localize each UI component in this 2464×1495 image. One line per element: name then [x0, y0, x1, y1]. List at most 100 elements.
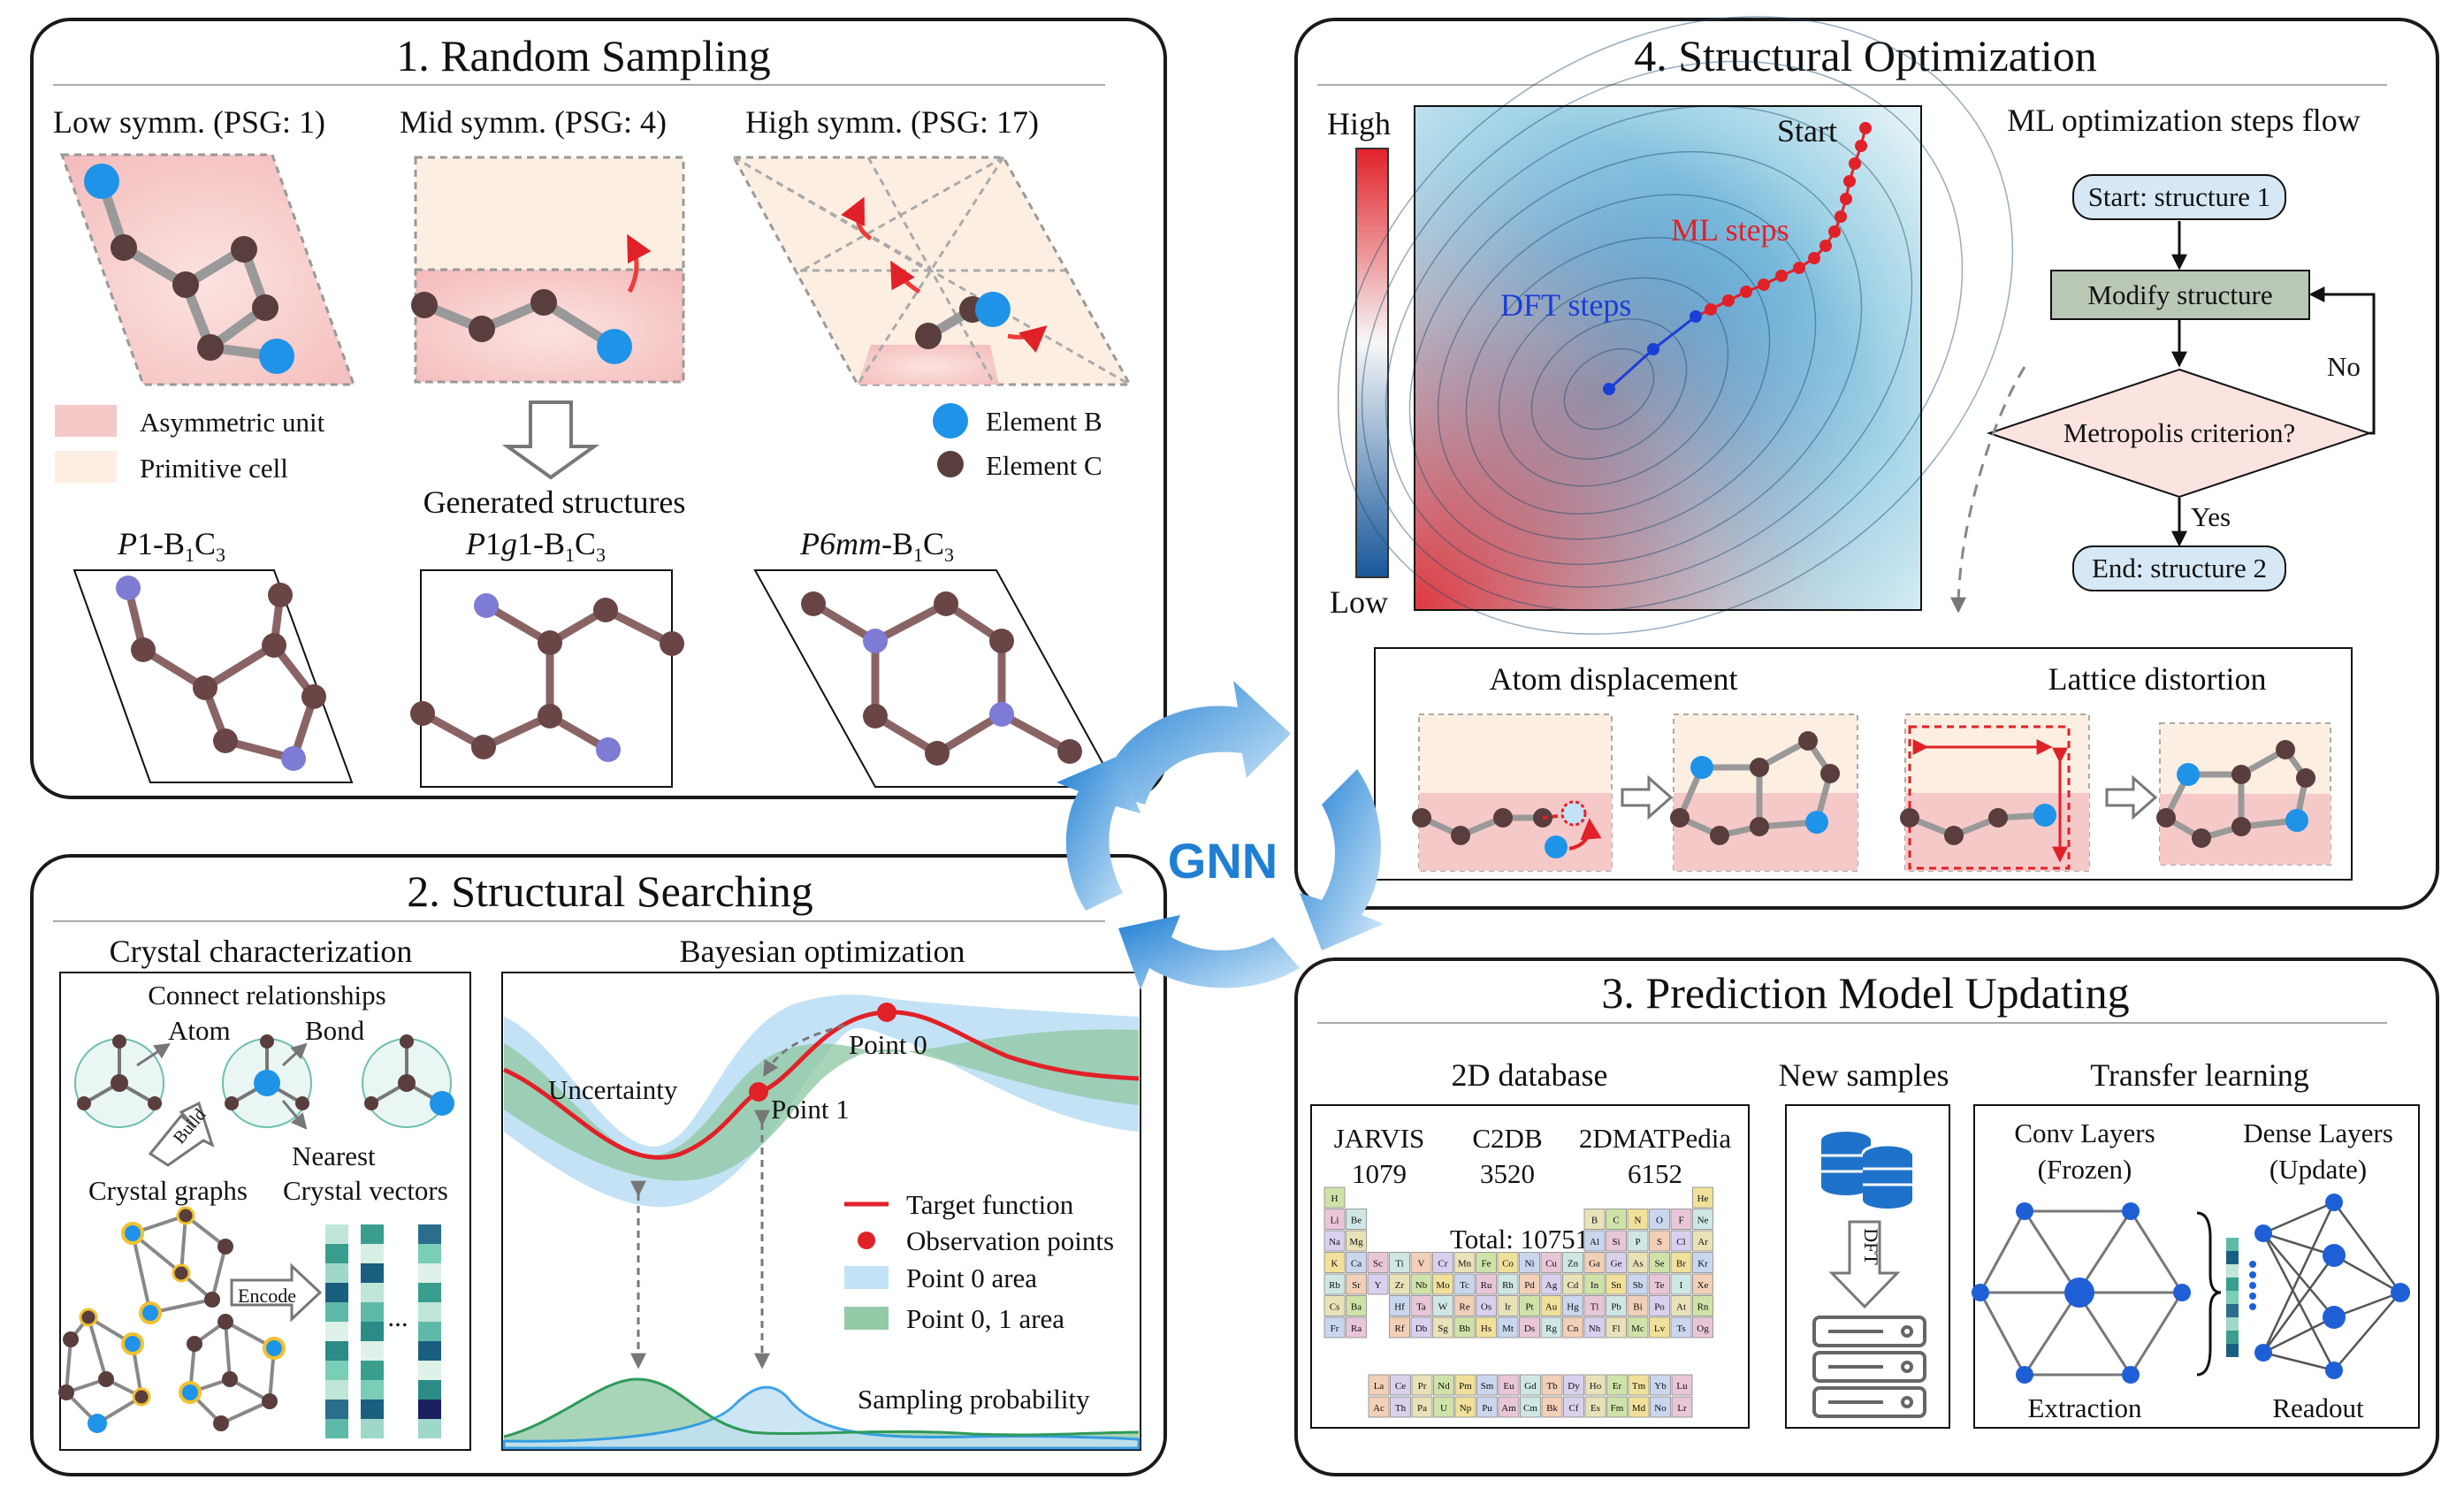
element-symbol: Mc [1631, 1323, 1644, 1334]
element-cell [1390, 1396, 1411, 1418]
element-cell [1476, 1374, 1498, 1396]
element-cell [1583, 1295, 1606, 1316]
element-symbol: Sc [1373, 1259, 1383, 1270]
dft-arrow [1828, 1220, 1901, 1309]
element-symbol: N [1635, 1216, 1642, 1226]
flow-no-label: No [2327, 351, 2361, 382]
element-cell [1692, 1252, 1713, 1273]
new-samples-title: New samples [1779, 1057, 1949, 1093]
element-symbol: Ds [1524, 1323, 1535, 1334]
jarvis-count: 1079 [1352, 1158, 1407, 1189]
element-cell [1650, 1374, 1671, 1396]
element-cell [1324, 1273, 1346, 1295]
element-symbol: Ra [1351, 1323, 1362, 1334]
structure-p6mm [753, 569, 1118, 788]
element-cell [1540, 1273, 1562, 1295]
panel3-title: 3. Prediction Model Updating [1601, 968, 2129, 1018]
element-cell [1520, 1396, 1541, 1418]
element-cell [1453, 1316, 1476, 1339]
element-cell [1540, 1252, 1562, 1273]
element-symbol: Po [1654, 1302, 1665, 1313]
element-symbol: Ag [1545, 1280, 1558, 1291]
element-cell [1432, 1273, 1453, 1295]
element-cell [1454, 1374, 1476, 1396]
dense-network [2249, 1194, 2410, 1379]
element-cell [1410, 1273, 1432, 1295]
element-symbol: As [1632, 1259, 1643, 1270]
element-symbol: Sr [1352, 1280, 1361, 1291]
element-symbol: Tb [1546, 1381, 1558, 1392]
start-label: Start [1777, 113, 1837, 149]
dft-steps-label: DFT steps [1500, 287, 1631, 323]
crystal-graph-nodes [58, 1206, 286, 1433]
element-symbol: Er [1613, 1381, 1622, 1392]
element-symbol: Pb [1611, 1302, 1621, 1313]
legend-obs-label: Observation points [906, 1225, 1114, 1256]
c2db-count: 3520 [1480, 1158, 1535, 1189]
element-symbol: Ca [1351, 1259, 1362, 1270]
build-arrow [148, 1101, 215, 1167]
element-cell [1368, 1374, 1390, 1396]
element-symbol: H [1331, 1194, 1339, 1204]
element-cell [1476, 1396, 1498, 1418]
bayesian-optimization: Point 0 Point 1 Uncertainty Target funct… [501, 972, 1141, 1451]
element-symbol: Pt [1525, 1302, 1533, 1313]
element-symbol: Pd [1524, 1280, 1535, 1291]
element-symbol: Cd [1568, 1280, 1579, 1291]
transfer-title: Transfer learning [2090, 1057, 2309, 1093]
element-cell [1432, 1295, 1453, 1316]
element-symbol: Fe [1482, 1259, 1491, 1270]
element-cell [1584, 1396, 1606, 1418]
element-cell [1627, 1230, 1649, 1252]
element-symbol: Tm [1632, 1381, 1646, 1392]
element-cell [1671, 1396, 1693, 1418]
new-samples-box: DFT [1785, 1104, 1950, 1429]
panel-structural-optimization: 4. Structural Optimization High Low [1294, 16, 2439, 910]
element-cell [1650, 1396, 1671, 1418]
legend-p0-label: Point 0 area [906, 1262, 1037, 1293]
element-symbol: Lv [1654, 1323, 1666, 1334]
element-symbol: La [1374, 1381, 1385, 1392]
low-symm-label: Low symm. (PSG: 1) [53, 104, 325, 140]
element-cell [1497, 1252, 1519, 1273]
element-symbol: Ac [1373, 1403, 1385, 1414]
flow-yes-label: Yes [2191, 501, 2231, 532]
element-cell [1649, 1295, 1670, 1316]
extraction-label: Extraction [2027, 1392, 2142, 1423]
element-cell [1367, 1252, 1389, 1273]
element-cell [1671, 1374, 1693, 1396]
colorbar [1355, 148, 1389, 578]
element-symbol: Rf [1395, 1323, 1405, 1334]
structure-p1 [72, 569, 354, 783]
element-cell [1520, 1374, 1541, 1396]
cycle-arrow-top [1101, 681, 1291, 805]
flow-modify-box [2050, 270, 2310, 320]
total-label: Total: 10751 [1450, 1224, 1589, 1255]
element-symbol: U [1440, 1403, 1447, 1414]
cycle-arrow-right [1300, 769, 1384, 950]
element-symbol: Mn [1458, 1259, 1472, 1270]
element-symbol: Md [1632, 1403, 1646, 1414]
point1-marker [749, 1082, 768, 1102]
legend-prim-label: Primitive cell [140, 453, 288, 484]
element-cell [1692, 1295, 1713, 1316]
structure2-label: P1g1-B1C3 [465, 526, 606, 566]
flow-start-label: Start: structure 1 [2088, 181, 2271, 212]
panel-prediction-model: 3. Prediction Model Updating 2D database… [1294, 957, 2439, 1476]
element-symbol: O [1656, 1216, 1663, 1226]
element-cell [1346, 1273, 1367, 1295]
element-symbol: Ir [1505, 1302, 1512, 1313]
element-cell [1540, 1316, 1562, 1339]
target-function-line [503, 1010, 1140, 1160]
element-symbol: Tc [1460, 1280, 1469, 1291]
element-symbol: Rn [1697, 1302, 1709, 1313]
element-symbol: Cr [1438, 1259, 1448, 1270]
element-symbol: K [1331, 1259, 1339, 1270]
jarvis-label: JARVIS [1334, 1123, 1425, 1154]
element-symbol: Fm [1611, 1403, 1624, 1414]
dmat-count: 6152 [1628, 1158, 1682, 1189]
element-cell [1389, 1316, 1410, 1339]
element-cell [1649, 1252, 1670, 1273]
element-cell [1476, 1252, 1497, 1273]
